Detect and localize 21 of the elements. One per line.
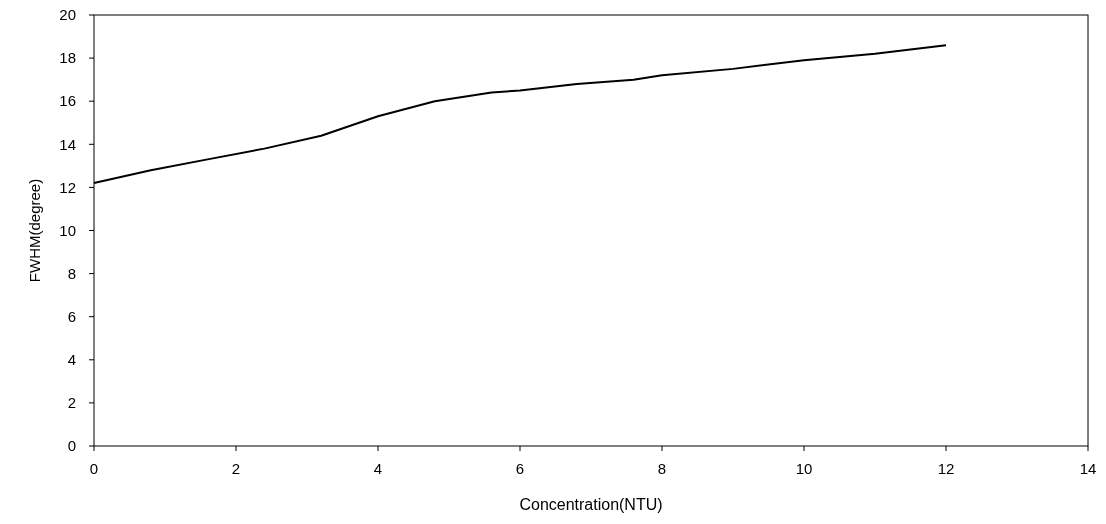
x-tick-label: 0: [89, 460, 99, 477]
y-tick-label: 18: [59, 49, 76, 67]
x-tick-label: 6: [515, 460, 525, 477]
x-tick-label: 10: [795, 460, 813, 477]
y-tick-label: 16: [59, 92, 76, 110]
y-tick-label: 4: [67, 351, 76, 369]
y-tick-label: 0: [67, 437, 76, 455]
x-tick-label: 2: [231, 460, 241, 477]
y-tick-label: 2: [67, 394, 76, 412]
x-tick-label: 12: [937, 460, 955, 477]
y-axis-title: FWHM(degree): [26, 178, 43, 283]
y-tick-label: 6: [67, 307, 76, 325]
y-tick-label: 12: [59, 178, 76, 196]
x-tick-label: 8: [657, 460, 667, 477]
x-tick-label: 14: [1079, 460, 1097, 477]
y-tick-label: 10: [59, 221, 76, 239]
y-tick-label: 14: [59, 135, 76, 153]
x-axis-title: Concentration(NTU): [519, 496, 663, 513]
x-tick-label: 4: [373, 460, 383, 477]
y-tick-label: 20: [59, 6, 76, 24]
y-tick-label: 8: [67, 264, 76, 282]
